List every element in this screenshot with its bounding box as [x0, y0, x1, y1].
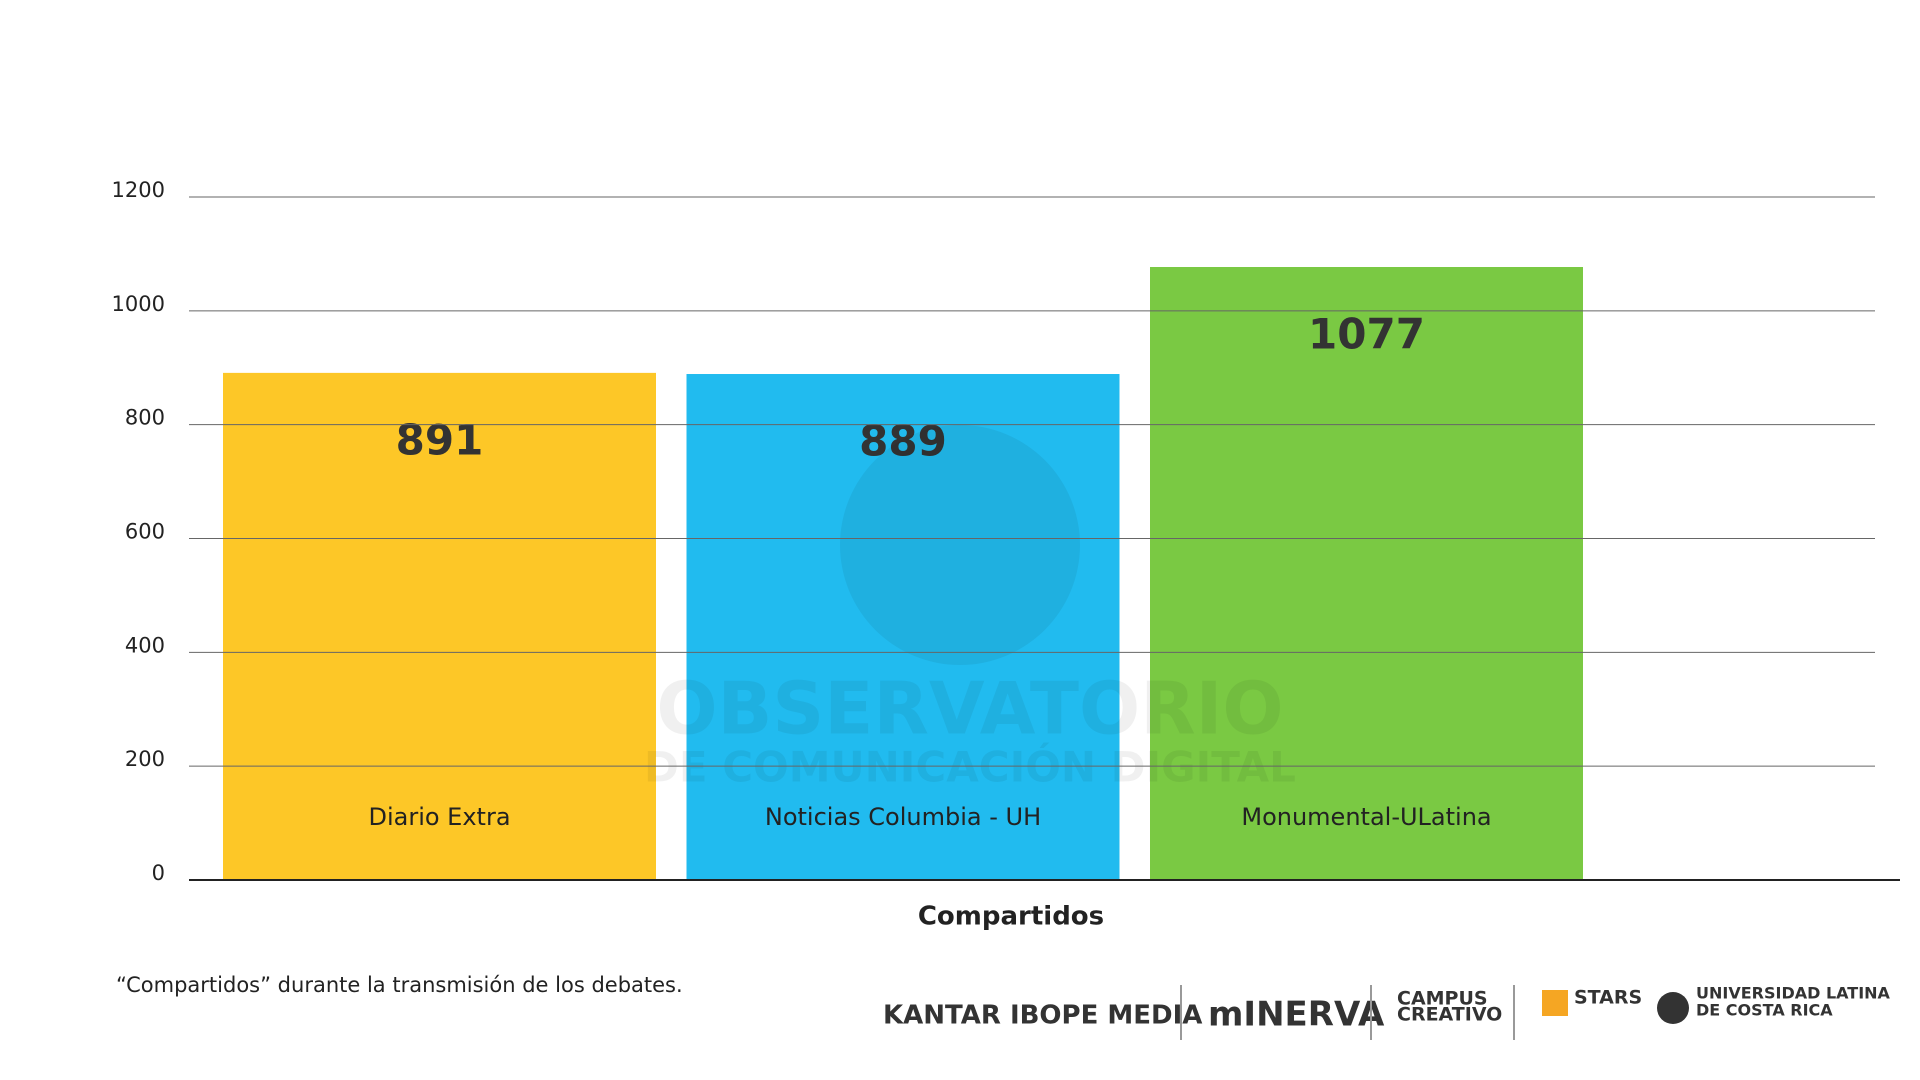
category-label: Diario Extra	[368, 803, 510, 831]
category-label: Monumental-ULatina	[1241, 803, 1491, 831]
y-tick-label: 1200	[112, 178, 165, 202]
bar	[223, 372, 656, 880]
watermark-text: OBSERVATORIO	[656, 667, 1283, 751]
logo-campus: CAMPUS	[1397, 988, 1488, 1010]
y-tick-label: 1000	[112, 292, 165, 316]
footnote: “Compartidos” durante la transmisión de …	[116, 973, 683, 997]
bar	[686, 374, 1120, 880]
logo-ulatina-2: DE COSTA RICA	[1696, 1001, 1833, 1020]
x-axis-label: Compartidos	[918, 902, 1104, 932]
y-tick-label: 200	[125, 747, 165, 771]
logo-globe	[1657, 992, 1689, 1024]
value-label: 891	[396, 415, 484, 464]
logo-stars: STARS	[1574, 987, 1642, 1009]
watermark-icon	[840, 425, 1080, 665]
logo-kantar: KANTAR IBOPE MEDIA	[883, 1001, 1202, 1031]
category-label: Noticias Columbia - UH	[765, 803, 1041, 831]
value-label: 1077	[1308, 310, 1425, 359]
y-tick-label: 800	[125, 406, 165, 430]
y-tick-label: 400	[125, 633, 165, 657]
y-tick-label: 600	[125, 520, 165, 544]
logo-creativo: CREATIVO	[1397, 1004, 1502, 1026]
logo-ulatina: UNIVERSIDAD LATINA	[1696, 984, 1891, 1003]
bar	[1150, 267, 1583, 880]
y-tick-label: 0	[152, 861, 165, 885]
logo-minerva: mINERVA	[1208, 995, 1385, 1035]
logo-qs-icon	[1542, 990, 1568, 1016]
